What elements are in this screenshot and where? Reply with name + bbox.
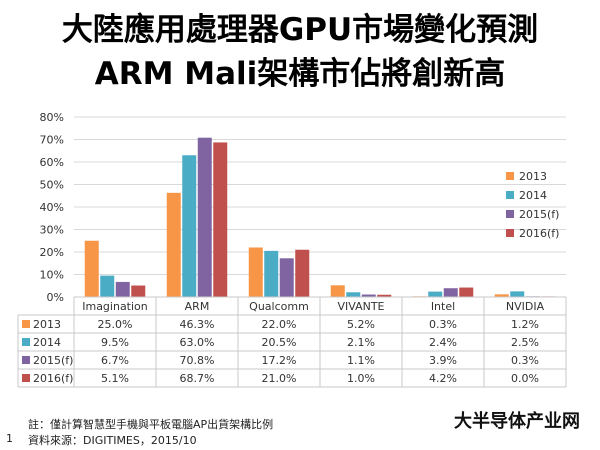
y-tick-label: 30%: [40, 224, 64, 237]
table-legend-key: [22, 356, 30, 364]
data-label: 20.5%: [262, 336, 297, 349]
category-label: ARM: [185, 300, 210, 313]
table-series-label: 2016(f): [33, 372, 73, 385]
y-tick-label: 0%: [47, 291, 64, 304]
data-label: 5.2%: [347, 318, 375, 331]
legend-label: 2015(f): [519, 208, 559, 221]
page-number: 1: [6, 432, 13, 445]
table-series-label: 2013: [33, 318, 61, 331]
bar-imagination-2013: [84, 240, 99, 297]
chart-subtitle: ARM Mali架構市佔將創新高: [94, 56, 506, 92]
data-label: 1.0%: [347, 372, 375, 385]
data-label: 22.0%: [262, 318, 297, 331]
data-label: 21.0%: [262, 372, 297, 385]
data-label: 1.2%: [511, 318, 539, 331]
legend-key: [506, 210, 514, 218]
legend-label: 2014: [519, 189, 547, 202]
data-label: 9.5%: [101, 336, 129, 349]
bar-intel-2016f: [459, 287, 474, 297]
bar-qualcomm-2016f: [295, 249, 310, 297]
data-label: 25.0%: [98, 318, 133, 331]
bar-arm-2013: [166, 192, 181, 297]
bar-vivante-2013: [330, 285, 345, 297]
footnote: 註：僅計算智慧型手機與平板電腦AP出貨架構比例: [28, 418, 274, 431]
y-tick-label: 40%: [40, 201, 64, 214]
source-note: 資料來源：DIGITIMES，2015/10: [28, 434, 197, 447]
legend-label: 2016(f): [519, 227, 559, 240]
data-label: 4.2%: [429, 372, 457, 385]
category-label: Intel: [431, 300, 455, 313]
bar-qualcomm-2015f: [279, 258, 294, 297]
y-tick-label: 80%: [40, 111, 64, 124]
chart-title: 大陸應用處理器GPU市場變化預測: [61, 12, 539, 48]
data-label: 1.1%: [347, 354, 375, 367]
data-label: 70.8%: [180, 354, 215, 367]
data-label: 0.3%: [511, 354, 539, 367]
data-label: 63.0%: [180, 336, 215, 349]
data-label: 2.4%: [429, 336, 457, 349]
data-label: 46.3%: [180, 318, 215, 331]
y-tick-label: 50%: [40, 179, 64, 192]
category-label: VIVANTE: [337, 300, 384, 313]
bar-qualcomm-2013: [248, 247, 263, 297]
table-legend-key: [22, 320, 30, 328]
category-label: Imagination: [82, 300, 148, 313]
data-label: 3.9%: [429, 354, 457, 367]
category-label: NVIDIA: [506, 300, 545, 313]
category-label: Qualcomm: [249, 300, 309, 313]
bar-qualcomm-2014: [264, 250, 279, 297]
bar-vivante-2015f: [361, 294, 376, 297]
bar-imagination-2016f: [131, 285, 146, 297]
data-label: 68.7%: [180, 372, 215, 385]
legend-label: 2013: [519, 170, 547, 183]
legend-key: [506, 172, 514, 180]
data-label: 17.2%: [262, 354, 297, 367]
data-label: 2.5%: [511, 336, 539, 349]
watermark: 大半导体产业网: [454, 411, 580, 432]
data-label: 2.1%: [347, 336, 375, 349]
data-label: 0.3%: [429, 318, 457, 331]
bar-arm-2016f: [213, 142, 228, 297]
data-label: 0.0%: [511, 372, 539, 385]
legend-key: [506, 191, 514, 199]
bar-vivante-2014: [346, 292, 361, 297]
bar-imagination-2015f: [115, 281, 130, 297]
y-tick-label: 60%: [40, 156, 64, 169]
bar-intel-2014: [428, 291, 443, 297]
y-tick-label: 20%: [40, 246, 64, 259]
bar-nvidia-2013: [494, 294, 509, 297]
data-label: 6.7%: [101, 354, 129, 367]
y-tick-label: 70%: [40, 134, 64, 147]
data-label: 5.1%: [101, 372, 129, 385]
bar-vivante-2016f: [377, 294, 392, 297]
table-legend-key: [22, 374, 30, 382]
bar-imagination-2014: [100, 275, 115, 297]
table-legend-key: [22, 338, 30, 346]
legend-key: [506, 229, 514, 237]
bar-nvidia-2014: [510, 291, 525, 297]
bar-arm-2015f: [197, 137, 212, 297]
bar-arm-2014: [182, 155, 197, 297]
table-series-label: 2014: [33, 336, 61, 349]
table-series-label: 2015(f): [33, 354, 73, 367]
bar-intel-2015f: [443, 288, 458, 297]
y-tick-label: 10%: [40, 269, 64, 282]
